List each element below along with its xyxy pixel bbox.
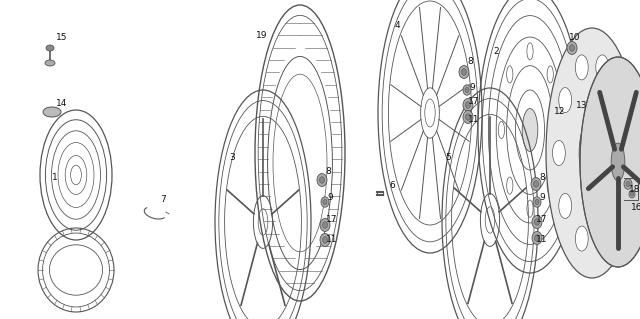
Ellipse shape bbox=[559, 193, 572, 219]
Ellipse shape bbox=[465, 114, 470, 120]
Text: 9: 9 bbox=[539, 194, 545, 203]
Text: 12: 12 bbox=[554, 108, 566, 116]
Ellipse shape bbox=[575, 226, 588, 251]
Ellipse shape bbox=[45, 60, 55, 66]
Ellipse shape bbox=[624, 179, 632, 189]
Text: 5: 5 bbox=[445, 153, 451, 162]
Ellipse shape bbox=[532, 216, 542, 228]
Ellipse shape bbox=[461, 69, 467, 75]
Ellipse shape bbox=[321, 197, 329, 207]
Ellipse shape bbox=[534, 219, 540, 225]
Ellipse shape bbox=[465, 87, 469, 93]
Ellipse shape bbox=[522, 108, 538, 152]
Text: 2: 2 bbox=[493, 48, 499, 56]
Ellipse shape bbox=[591, 133, 597, 139]
Text: 19: 19 bbox=[256, 31, 268, 40]
Text: 7: 7 bbox=[160, 196, 166, 204]
Text: 9: 9 bbox=[327, 192, 333, 202]
Text: 18: 18 bbox=[629, 186, 640, 195]
Text: 17: 17 bbox=[536, 216, 548, 225]
Ellipse shape bbox=[46, 45, 54, 51]
Ellipse shape bbox=[323, 237, 328, 243]
Text: 8: 8 bbox=[467, 57, 473, 66]
Ellipse shape bbox=[533, 197, 541, 207]
Ellipse shape bbox=[611, 143, 625, 181]
Ellipse shape bbox=[463, 110, 473, 123]
Ellipse shape bbox=[596, 226, 609, 251]
Ellipse shape bbox=[320, 234, 330, 247]
Ellipse shape bbox=[320, 219, 330, 232]
Text: 8: 8 bbox=[539, 173, 545, 182]
Ellipse shape bbox=[463, 99, 473, 112]
Ellipse shape bbox=[534, 181, 538, 187]
Ellipse shape bbox=[596, 55, 609, 80]
Ellipse shape bbox=[580, 57, 640, 267]
Text: 11: 11 bbox=[536, 235, 548, 244]
Ellipse shape bbox=[317, 174, 327, 187]
Ellipse shape bbox=[595, 150, 602, 156]
Ellipse shape bbox=[463, 85, 471, 95]
Text: 6: 6 bbox=[389, 182, 395, 190]
Ellipse shape bbox=[323, 222, 328, 228]
Text: 9: 9 bbox=[469, 83, 475, 92]
Ellipse shape bbox=[532, 232, 542, 244]
Ellipse shape bbox=[612, 88, 625, 113]
Ellipse shape bbox=[531, 177, 541, 190]
Ellipse shape bbox=[630, 192, 634, 196]
Ellipse shape bbox=[579, 118, 605, 188]
Ellipse shape bbox=[43, 107, 61, 117]
Text: 1: 1 bbox=[52, 174, 58, 182]
Ellipse shape bbox=[626, 182, 630, 187]
Ellipse shape bbox=[591, 167, 597, 173]
Ellipse shape bbox=[567, 41, 577, 55]
Text: 17: 17 bbox=[468, 98, 480, 107]
Text: 11: 11 bbox=[326, 235, 338, 244]
Text: 17: 17 bbox=[326, 216, 338, 225]
Text: 10: 10 bbox=[569, 33, 580, 42]
Ellipse shape bbox=[323, 199, 327, 204]
Ellipse shape bbox=[546, 28, 638, 278]
Ellipse shape bbox=[535, 199, 539, 204]
Ellipse shape bbox=[552, 140, 565, 166]
Ellipse shape bbox=[629, 190, 635, 198]
Text: 16: 16 bbox=[631, 204, 640, 212]
Ellipse shape bbox=[584, 160, 590, 166]
Ellipse shape bbox=[534, 235, 540, 241]
Ellipse shape bbox=[465, 102, 470, 108]
Ellipse shape bbox=[619, 140, 632, 166]
Ellipse shape bbox=[575, 55, 588, 80]
Ellipse shape bbox=[459, 65, 469, 78]
Text: 15: 15 bbox=[56, 33, 68, 42]
Text: 14: 14 bbox=[56, 99, 68, 108]
Text: 8: 8 bbox=[325, 167, 331, 176]
Ellipse shape bbox=[319, 177, 324, 183]
Ellipse shape bbox=[584, 140, 590, 146]
Ellipse shape bbox=[570, 45, 575, 51]
Text: 3: 3 bbox=[229, 153, 235, 162]
Ellipse shape bbox=[559, 88, 572, 113]
Text: 13: 13 bbox=[576, 100, 588, 109]
Text: 11: 11 bbox=[468, 115, 480, 124]
Text: 4: 4 bbox=[394, 20, 400, 29]
Ellipse shape bbox=[612, 193, 625, 219]
